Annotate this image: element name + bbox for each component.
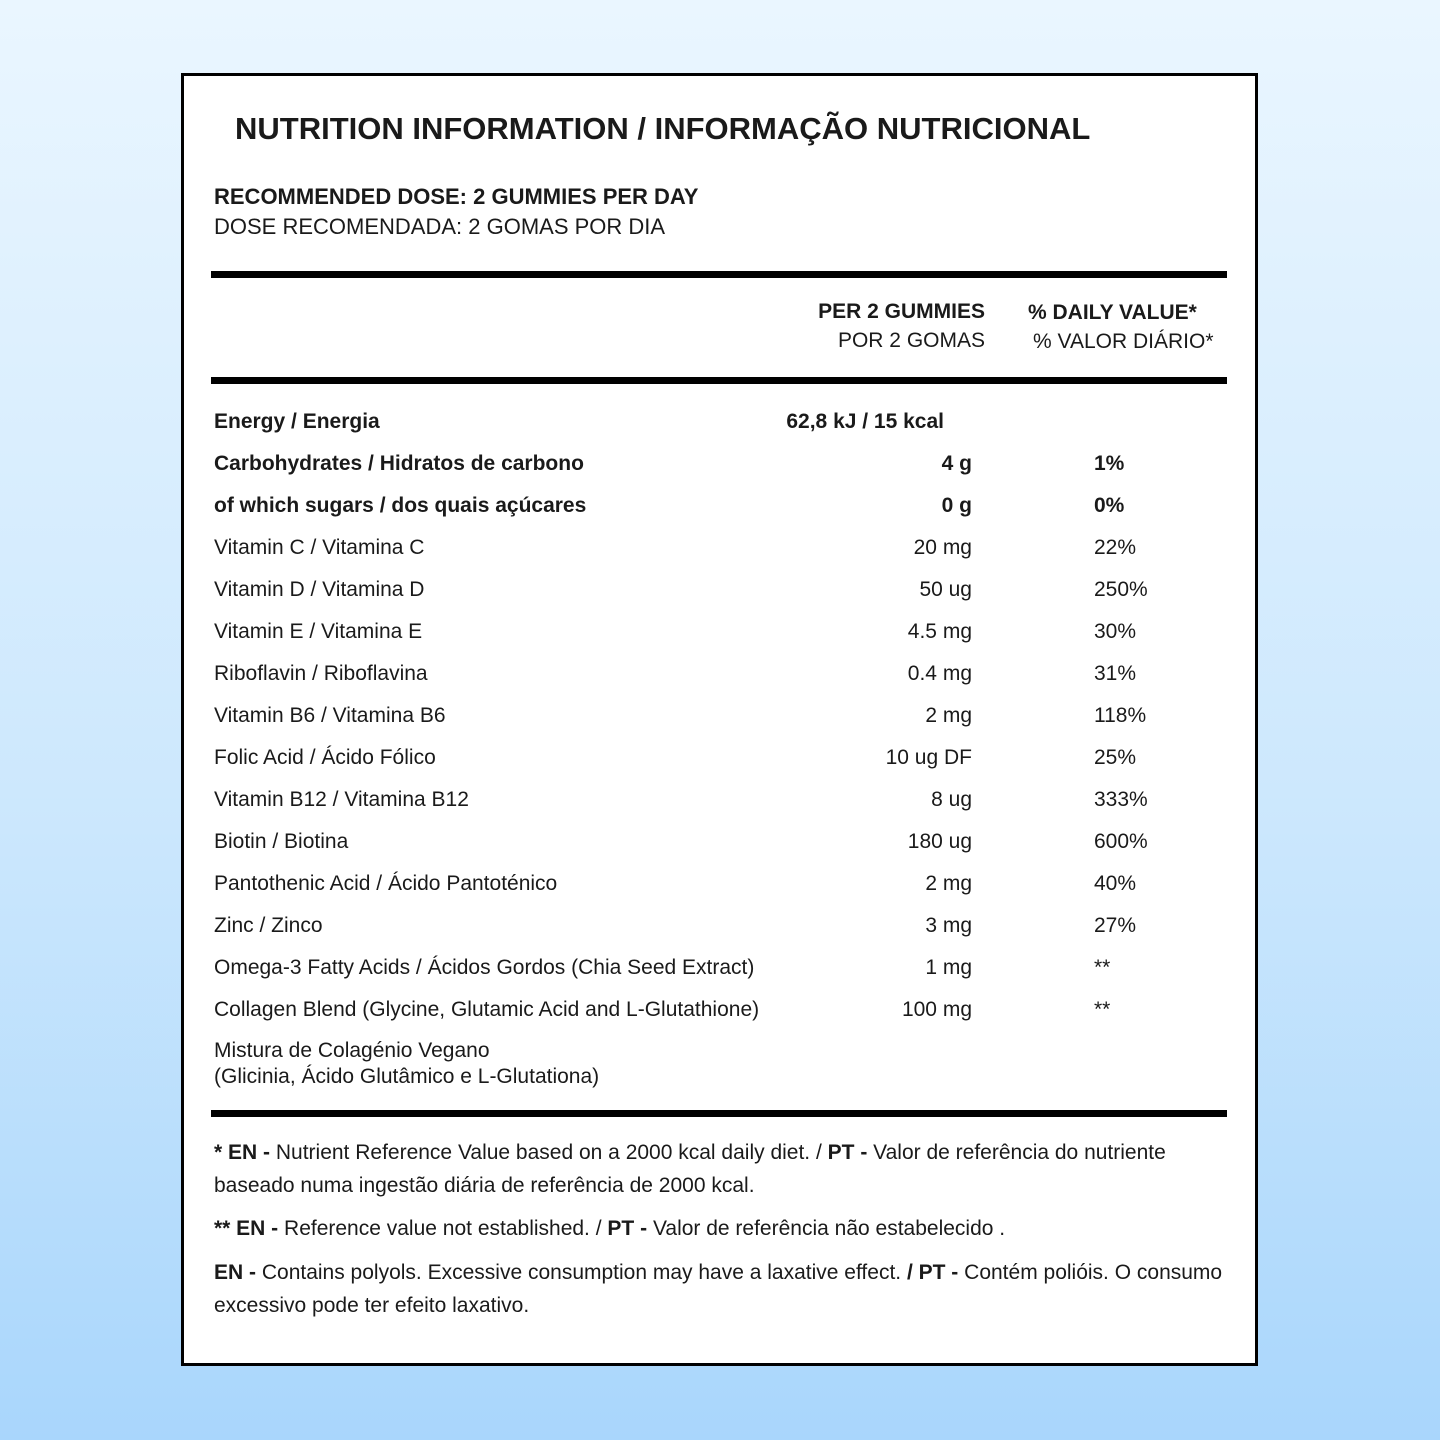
col-dv-pt: % VALOR DIÁRIO*: [1033, 330, 1214, 353]
nutrient-row: Biotin / Biotina 180 ug 600%: [214, 821, 1214, 863]
col-amount-pt: POR 2 GOMAS: [837, 329, 985, 352]
nutrient-row: Omega-3 Fatty Acids / Ácidos Gordos (Chi…: [214, 947, 1214, 989]
nutrient-name: Vitamin B6 / Vitamina B6: [214, 704, 446, 727]
nutrient-row: Pantothenic Acid / Ácido Pantoténico 2 mg…: [214, 863, 1214, 905]
nutrient-row: Vitamin C / Vitamina C 20 mg 22%: [214, 527, 1214, 569]
amount: 0.4 mg: [907, 662, 972, 685]
amount: 180 ug: [907, 830, 972, 853]
label: NUTRITION INFORMATION / INFORMAÇÃO NUTRI…: [181, 73, 1258, 1366]
amount: 50 ug: [919, 578, 972, 601]
amount: 20 mg: [913, 536, 972, 559]
nutrient-row: Vitamin E / Vitamina E 4.5 mg 30%: [214, 611, 1214, 653]
title: NUTRITION INFORMATION / INFORMAÇÃO NUTRI…: [235, 111, 1091, 146]
nutrient-name: Collagen Blend (Glycine, Glutamic Acid a…: [214, 998, 760, 1021]
daily-value: 30%: [1094, 620, 1137, 643]
nutrient-name: Vitamin C / Vitamina C: [214, 536, 425, 559]
nutrient-row: Zinc / Zinco 3 mg 27%: [214, 905, 1214, 947]
footnote: * EN - Nutrient Reference Value based on…: [214, 1136, 1224, 1202]
amount: 10 ug DF: [885, 746, 972, 769]
amount: 1 mg: [925, 956, 972, 979]
nutrient-row: of which sugars / dos quais açúcares 0 g 0…: [214, 485, 1214, 527]
footnote-label: / PT -: [906, 1261, 959, 1284]
daily-value: **: [1094, 998, 1111, 1021]
daily-value: 1%: [1094, 452, 1125, 475]
daily-value: 27%: [1094, 914, 1137, 937]
footnote: ** EN - Reference value not established.…: [214, 1212, 1224, 1245]
daily-value: 600%: [1094, 830, 1148, 853]
nutrient-name: Folic Acid / Ácido Fólico: [214, 746, 436, 769]
col-dv-en: % DAILY VALUE*: [1028, 301, 1197, 324]
footnote-label: PT -: [607, 1217, 648, 1240]
amount: 3 mg: [925, 914, 972, 937]
footnote-text: Nutrient Reference Value based on a 2000…: [275, 1141, 822, 1164]
amount: 100 mg: [901, 998, 972, 1021]
footnote-label: PT -: [827, 1141, 868, 1164]
nutrient-row: Vitamin B6 / Vitamina B6 2 mg 118%: [214, 695, 1214, 737]
amount: 0 g: [941, 494, 972, 517]
amount: 8 ug: [931, 788, 972, 811]
daily-value: 31%: [1094, 662, 1137, 685]
amount: 4 g: [941, 452, 972, 475]
nutrient-row: Carbohydrates / Hidratos de carbono 4 g 1%: [214, 443, 1214, 485]
nutrient-name: Vitamin D / Vitamina D: [214, 578, 425, 601]
collagen-pt: Mistura de Colagénio Vegano (Glicinia, Á…: [214, 1038, 599, 1090]
nutrient-name: of which sugars / dos quais açúcares: [214, 494, 587, 517]
footnote-text: Valor de referência do nutriente baseado…: [214, 1141, 1166, 1197]
amount: 2 mg: [925, 704, 972, 727]
daily-value: 22%: [1094, 536, 1137, 559]
daily-value: 333%: [1094, 788, 1148, 811]
nutrient-name: Omega-3 Fatty Acids / Ácidos Gordos (Chi…: [214, 956, 755, 979]
footnote-text: Contém polióis. O consumo excessivo pode…: [214, 1261, 1223, 1317]
amount: 62,8 kJ / 15 kcal: [786, 410, 944, 433]
amount: 4.5 mg: [907, 620, 972, 643]
nutrient-row: Collagen Blend (Glycine, Glutamic Acid a…: [214, 989, 1214, 1031]
footnote-text: Contains polyols. Excessive consumption …: [261, 1261, 902, 1284]
collagen-pt-line: Mistura de Colagénio Vegano: [214, 1039, 490, 1062]
nutrient-name: Pantothenic Acid / Ácido Pantoténico: [214, 872, 558, 895]
nutrient-name: Vitamin B12 / Vitamina B12: [214, 788, 469, 811]
rule: [211, 1110, 1227, 1117]
dose-en: RECOMMENDED DOSE: 2 GUMMIES PER DAY: [214, 184, 699, 209]
collagen-pt-line: (Glicinia, Ácido Glutâmico e L-Glutation…: [214, 1065, 600, 1088]
nutrient-name: Vitamin E / Vitamina E: [214, 620, 423, 643]
nutrient-row: Riboflavin / Riboflavina 0.4 mg 31%: [214, 653, 1214, 695]
footnote-label: EN -: [214, 1261, 256, 1284]
daily-value: 118%: [1094, 704, 1147, 727]
footnote-label: ** EN -: [214, 1217, 279, 1240]
nutrient-row: Energy / Energia 62,8 kJ / 15 kcal: [214, 401, 1214, 443]
amount: 2 mg: [925, 872, 972, 895]
footnote: EN - Contains polyols. Excessive consump…: [214, 1256, 1224, 1322]
rule: [211, 377, 1227, 384]
daily-value: 250%: [1094, 578, 1148, 601]
footnote-text: Reference value not established. /: [284, 1217, 602, 1240]
nutrient-name: Carbohydrates / Hidratos de carbono: [214, 452, 584, 475]
col-amount-en: PER 2 GUMMIES: [818, 300, 985, 323]
daily-value: **: [1094, 956, 1111, 979]
daily-value: 25%: [1094, 746, 1137, 769]
footnote-text: Valor de referência não estabelecido .: [652, 1217, 1006, 1240]
nutrient-name: Energy / Energia: [214, 410, 380, 433]
nutrient-row: Vitamin B12 / Vitamina B12 8 ug 333%: [214, 779, 1214, 821]
nutrient-name: Zinc / Zinco: [214, 914, 323, 937]
footnote-label: * EN -: [214, 1141, 271, 1164]
nutrient-name: Biotin / Biotina: [214, 830, 349, 853]
nutrient-row: Folic Acid / Ácido Fólico 10 ug DF 25%: [214, 737, 1214, 779]
nutrient-name: Riboflavin / Riboflavina: [214, 662, 428, 685]
daily-value: 40%: [1094, 872, 1137, 895]
daily-value: 0%: [1094, 494, 1125, 517]
nutrient-row: Vitamin D / Vitamina D 50 ug 250%: [214, 569, 1214, 611]
dose-pt: DOSE RECOMENDADA: 2 GOMAS POR DIA: [214, 214, 666, 239]
rule: [211, 271, 1227, 278]
